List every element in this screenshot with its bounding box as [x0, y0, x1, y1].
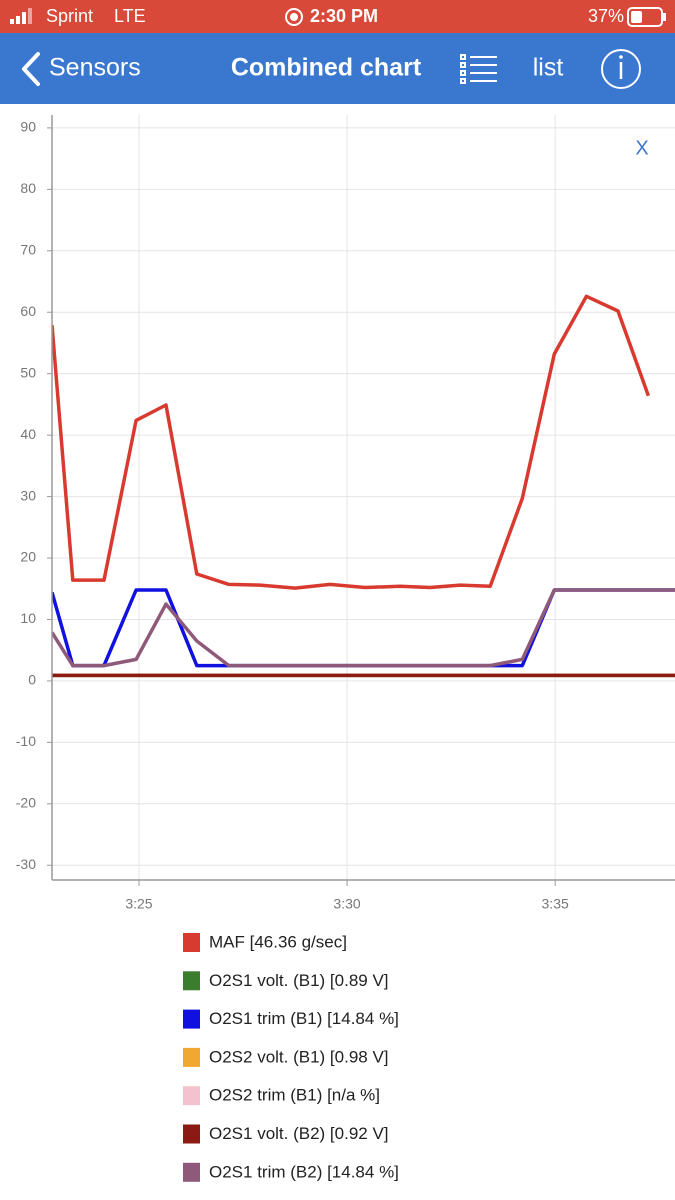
record-dot: [290, 13, 298, 21]
back-chevron: [22, 52, 40, 86]
legend-swatch: [183, 1047, 200, 1067]
series-line: [52, 294, 651, 590]
battery-text: 37%: [588, 6, 624, 26]
y-tick-label: 90: [20, 119, 36, 135]
legend-label: O2S2 trim (B1) [n/a %]: [209, 1086, 380, 1105]
legend-label: O2S2 volt. (B1) [0.98 V]: [209, 1047, 389, 1066]
y-tick-label: 70: [20, 241, 36, 257]
legend-swatch: [183, 933, 200, 952]
nav-bar: [0, 33, 675, 104]
info-button[interactable]: [601, 49, 641, 89]
y-tick-label: -30: [16, 856, 36, 872]
legend-label: O2S1 volt. (B2) [0.92 V]: [209, 1124, 389, 1143]
battery-icon: [627, 7, 663, 27]
y-tick-label: 80: [20, 180, 36, 196]
legend-swatch: [183, 1162, 200, 1182]
legend-swatch: [183, 971, 200, 991]
plot: [52, 294, 675, 678]
close-button[interactable]: X: [635, 137, 648, 159]
back-label[interactable]: Sensors: [49, 54, 141, 82]
y-tick-label: -10: [16, 733, 36, 749]
x-tick-label: 3:30: [333, 896, 360, 912]
x-tick-label: 3:35: [542, 896, 569, 912]
list-button[interactable]: list: [533, 54, 564, 82]
info-dot: [619, 55, 623, 59]
series-line: [52, 588, 675, 668]
grid: 90 80 70 60 50 40 30 20 10 0 -10 -20 -30 3:25 3:30 3:35: [16, 115, 675, 912]
legend-label: O2S1 trim (B2) [14.84 %]: [209, 1162, 399, 1181]
y-tick-label: 50: [20, 364, 36, 380]
battery-tip: [663, 13, 666, 21]
battery-level: [631, 11, 642, 23]
carrier: Sprint: [46, 6, 93, 26]
legend-swatch: [183, 1124, 200, 1144]
legend-label: O2S1 trim (B1) [14.84 %]: [209, 1009, 399, 1028]
y-tick-label: -20: [16, 795, 36, 811]
legend-label: MAF [46.36 g/sec]: [209, 932, 347, 951]
back-button[interactable]: Sensors: [22, 52, 141, 86]
x-tick-label: 3:25: [125, 896, 152, 912]
y-tick-label: 60: [20, 303, 36, 319]
legend-label: O2S1 volt. (B1) [0.89 V]: [209, 971, 389, 990]
series-line: [52, 588, 675, 668]
clock: 2:30 PM: [310, 6, 378, 26]
y-tick-label: 10: [20, 610, 36, 626]
status-bar: [0, 0, 675, 33]
list-icon[interactable]: [460, 54, 497, 84]
y-tick-label: 0: [28, 672, 36, 688]
legend: MAF [46.36 g/sec] O2S1 volt. (B1) [0.89 V…: [183, 932, 399, 1182]
y-tick-label: 40: [20, 426, 36, 442]
y-tick-label: 20: [20, 549, 36, 565]
record-icon: [285, 8, 303, 26]
nav-title: Combined chart: [231, 54, 422, 82]
y-tick-label: 30: [20, 487, 36, 503]
signal-icon: [10, 8, 32, 24]
legend-swatch: [183, 1009, 200, 1029]
legend-swatch: [183, 1086, 200, 1106]
network: LTE: [114, 6, 146, 26]
